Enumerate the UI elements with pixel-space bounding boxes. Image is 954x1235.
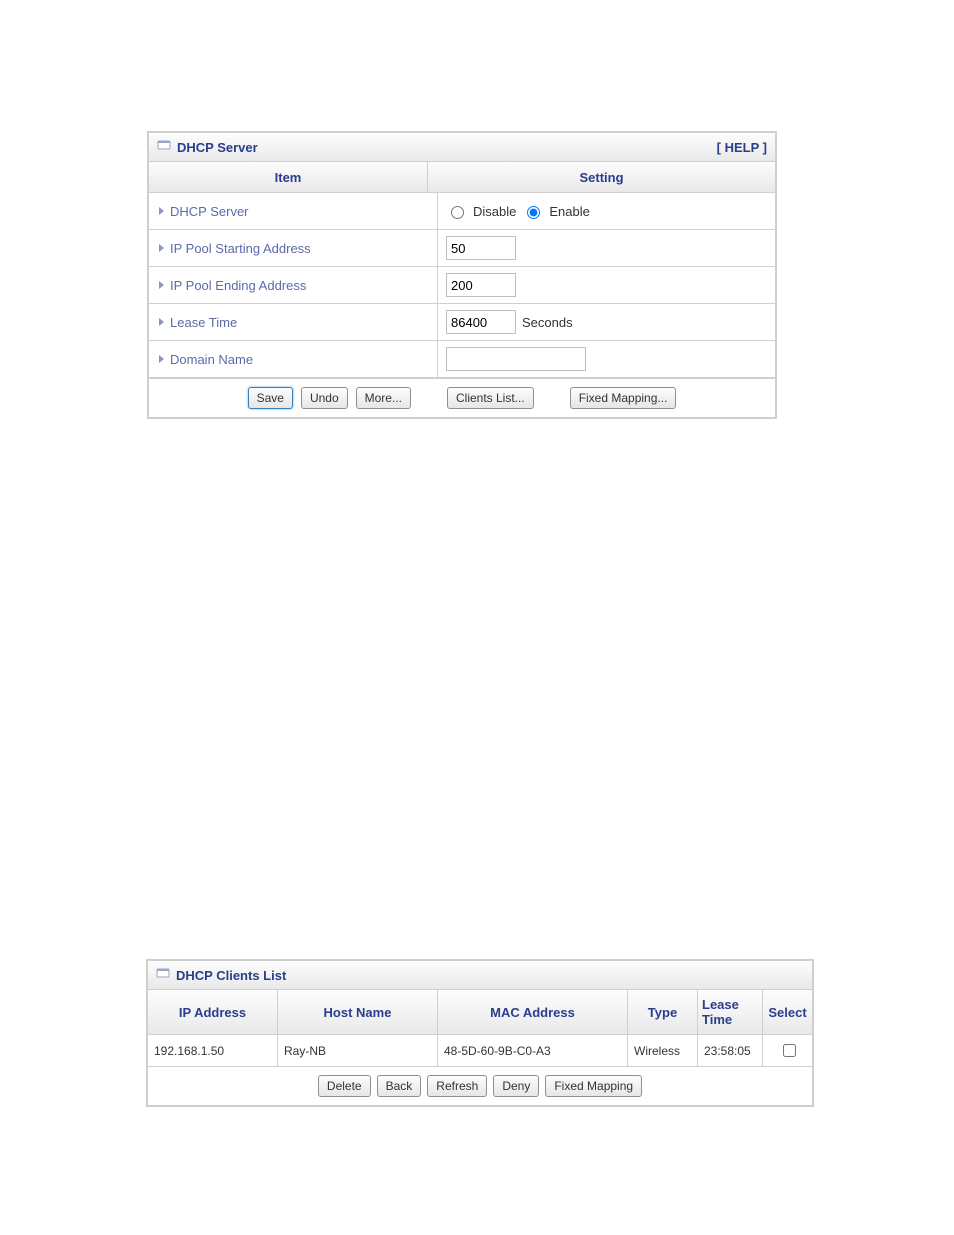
clients-row: 192.168.1.50 Ray-NB 48-5D-60-9B-C0-A3 Wi… [148, 1035, 812, 1067]
radio-enable-label: Enable [549, 204, 589, 219]
chevron-right-icon [159, 355, 164, 363]
row-ip-end: IP Pool Ending Address [149, 267, 775, 304]
input-domain[interactable] [446, 347, 586, 371]
dhcp-server-panel: DHCP Server [ HELP ] Item Setting DHCP S… [147, 131, 777, 419]
back-button[interactable]: Back [377, 1075, 422, 1097]
label-lease: Lease Time [170, 315, 237, 330]
fixed-mapping-button[interactable]: Fixed Mapping... [570, 387, 677, 409]
row-dhcp-server: DHCP Server Disable Enable [149, 193, 775, 230]
cell-type: Wireless [628, 1035, 698, 1066]
col-mac: MAC Address [438, 990, 628, 1034]
fixed-mapping-button-2[interactable]: Fixed Mapping [545, 1075, 642, 1097]
col-lease: Lease Time [698, 990, 763, 1034]
dhcp-clients-panel: DHCP Clients List IP Address Host Name M… [146, 959, 814, 1107]
col-item: Item [149, 162, 428, 192]
dhcp-server-title: DHCP Server [177, 140, 258, 155]
refresh-button[interactable]: Refresh [427, 1075, 487, 1097]
lease-unit: Seconds [522, 315, 573, 330]
chevron-right-icon [159, 281, 164, 289]
chevron-right-icon [159, 318, 164, 326]
col-select: Select [763, 990, 812, 1034]
chevron-right-icon [159, 207, 164, 215]
cell-mac: 48-5D-60-9B-C0-A3 [438, 1035, 628, 1066]
row-domain: Domain Name [149, 341, 775, 378]
input-ip-end[interactable] [446, 273, 516, 297]
label-dhcp-server: DHCP Server [170, 204, 249, 219]
clients-titlebar: DHCP Clients List [148, 961, 812, 990]
col-host: Host Name [278, 990, 438, 1034]
clients-buttons: Delete Back Refresh Deny Fixed Mapping [148, 1067, 812, 1105]
cell-lease: 23:58:05 [698, 1035, 763, 1066]
help-link[interactable]: [ HELP ] [717, 140, 767, 155]
row-ip-start: IP Pool Starting Address [149, 230, 775, 267]
label-ip-end: IP Pool Ending Address [170, 278, 306, 293]
col-type: Type [628, 990, 698, 1034]
more-button[interactable]: More... [356, 387, 411, 409]
dhcp-column-header: Item Setting [149, 162, 775, 193]
input-lease[interactable] [446, 310, 516, 334]
undo-button[interactable]: Undo [301, 387, 348, 409]
save-button[interactable]: Save [248, 387, 293, 409]
panel-icon [156, 968, 170, 983]
clients-header-row: IP Address Host Name MAC Address Type Le… [148, 990, 812, 1035]
radio-enable[interactable] [527, 206, 540, 219]
col-setting: Setting [428, 162, 775, 192]
select-checkbox[interactable] [783, 1044, 796, 1057]
cell-ip: 192.168.1.50 [148, 1035, 278, 1066]
panel-icon [157, 140, 171, 155]
deny-button[interactable]: Deny [493, 1075, 539, 1097]
radio-disable-label: Disable [473, 204, 516, 219]
dhcp-buttons: Save Undo More... Clients List... Fixed … [149, 378, 775, 417]
col-ip: IP Address [148, 990, 278, 1034]
cell-select [763, 1035, 812, 1066]
clients-list-button[interactable]: Clients List... [447, 387, 534, 409]
dhcp-server-titlebar: DHCP Server [ HELP ] [149, 133, 775, 162]
radio-disable[interactable] [451, 206, 464, 219]
input-ip-start[interactable] [446, 236, 516, 260]
chevron-right-icon [159, 244, 164, 252]
label-domain: Domain Name [170, 352, 253, 367]
row-lease-time: Lease Time Seconds [149, 304, 775, 341]
delete-button[interactable]: Delete [318, 1075, 371, 1097]
clients-title: DHCP Clients List [176, 968, 286, 983]
label-ip-start: IP Pool Starting Address [170, 241, 311, 256]
cell-host: Ray-NB [278, 1035, 438, 1066]
